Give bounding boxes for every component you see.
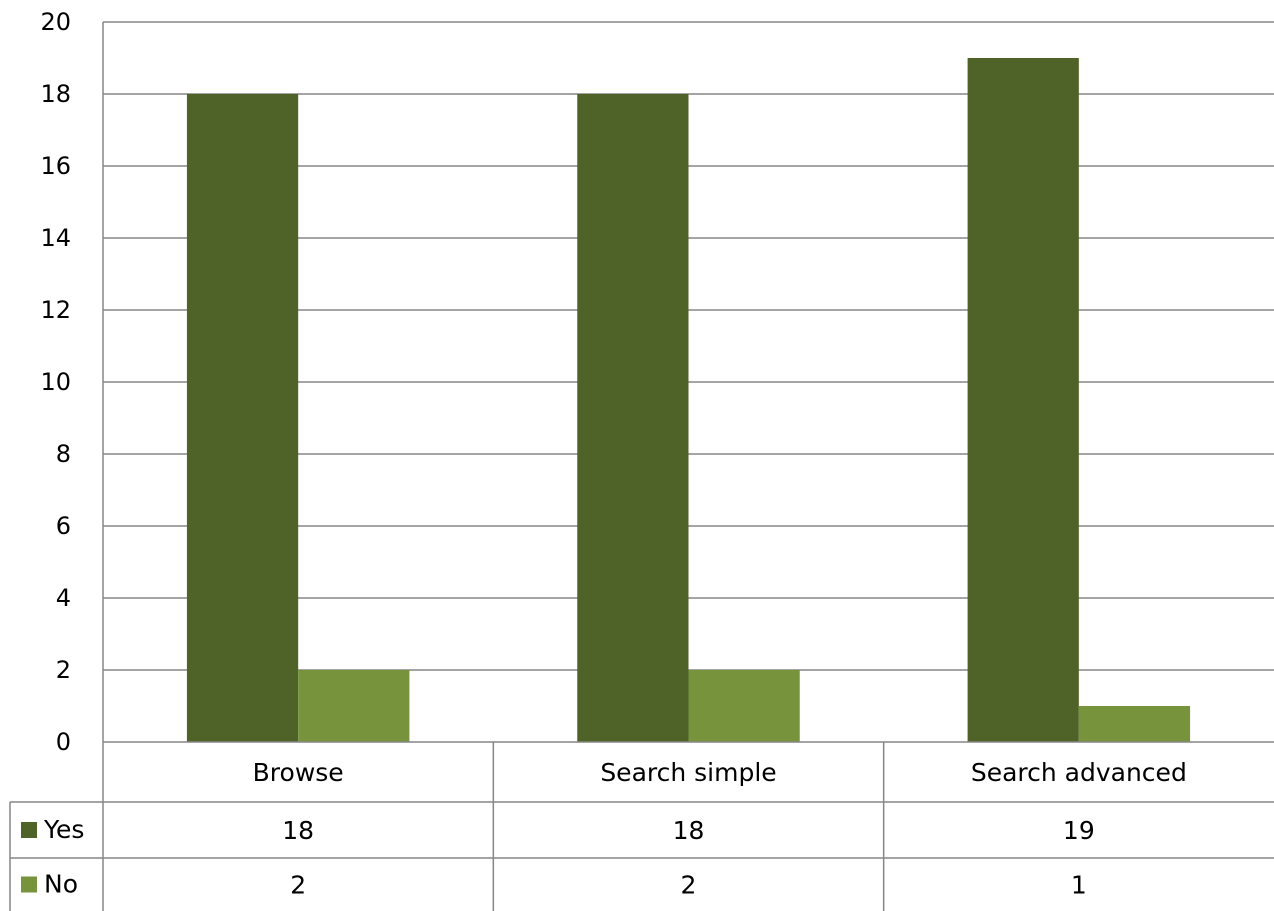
bar-yes-search-simple xyxy=(577,94,689,742)
y-tick-label: 16 xyxy=(40,152,71,180)
table-cell-yes: 18 xyxy=(673,816,705,845)
table-cell-yes: 18 xyxy=(282,816,314,845)
bar-no-search-advanced xyxy=(1078,706,1191,742)
table-cell-no: 2 xyxy=(290,871,306,900)
y-tick-label: 4 xyxy=(56,584,71,612)
table-cell-no: 1 xyxy=(1071,871,1087,900)
category-label: Search simple xyxy=(600,758,776,787)
y-tick-label: 18 xyxy=(40,80,71,108)
bar-no-search-simple xyxy=(688,670,800,742)
legend-swatch-no xyxy=(21,876,37,893)
legend-swatch-yes xyxy=(21,822,37,838)
bar-yes-search-advanced xyxy=(967,58,1079,742)
category-label: Browse xyxy=(253,758,344,787)
y-tick-label: 20 xyxy=(40,8,71,36)
table-cell-yes: 19 xyxy=(1063,816,1095,845)
legend-label-yes: Yes xyxy=(43,815,84,844)
y-tick-label: 14 xyxy=(40,224,71,252)
data-table: Browse Search simple Search advanced Yes 18 1… xyxy=(9,742,1274,911)
table-cell-no: 2 xyxy=(681,871,697,900)
legend-label-no: No xyxy=(44,870,78,899)
y-tick-label: 8 xyxy=(56,440,71,468)
bar-no-browse xyxy=(298,670,410,742)
y-tick-label: 6 xyxy=(56,512,71,540)
y-tick-label: 0 xyxy=(56,728,71,756)
y-tick-label: 12 xyxy=(40,296,71,324)
bar-yes-browse xyxy=(186,94,299,742)
y-tick-label: 2 xyxy=(56,656,71,684)
bars xyxy=(186,58,1191,742)
y-tick-label: 10 xyxy=(40,368,71,396)
category-label: Search advanced xyxy=(971,758,1187,787)
